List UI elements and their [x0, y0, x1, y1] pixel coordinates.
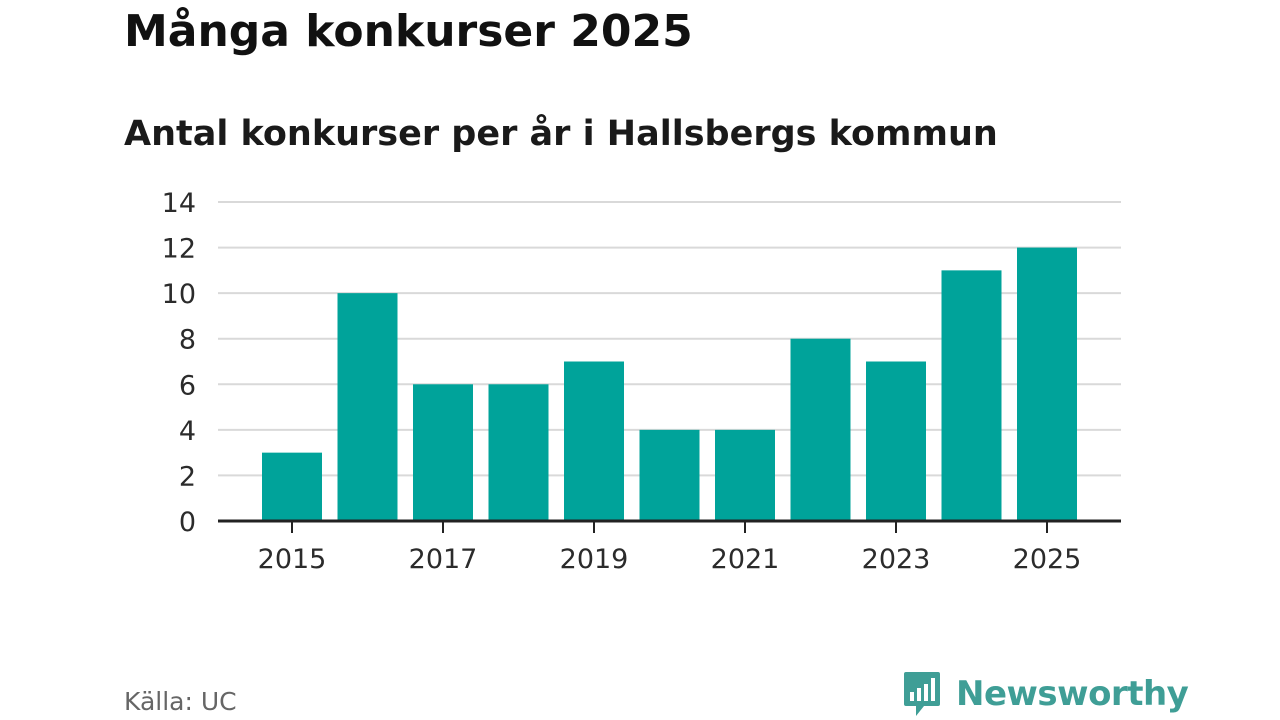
bar-2016 — [337, 293, 398, 521]
y-tick-label: 14 — [162, 188, 196, 219]
x-tick-label: 2025 — [1013, 544, 1082, 575]
y-tick-label: 8 — [179, 325, 196, 356]
bar-2024 — [941, 270, 1002, 521]
bar-2025 — [1017, 247, 1077, 522]
bar-2017 — [413, 384, 473, 521]
source-note: Källa: UC — [124, 687, 237, 716]
y-tick-label: 2 — [179, 461, 196, 492]
bar-2021 — [715, 429, 775, 521]
bar-2022 — [790, 338, 851, 521]
x-tick-label: 2015 — [258, 544, 327, 575]
x-axis-ticks: 2015 2017 2019 2021 2023 2025 — [258, 521, 1082, 575]
x-tick-label: 2017 — [409, 544, 478, 575]
newsworthy-icon — [904, 672, 940, 716]
bar-2015 — [262, 452, 322, 521]
bar-2023 — [866, 361, 926, 521]
bar-2019 — [564, 361, 624, 521]
bars — [262, 247, 1077, 522]
y-tick-label: 6 — [179, 370, 196, 401]
x-tick-label: 2023 — [862, 544, 931, 575]
y-tick-label: 4 — [179, 416, 196, 447]
y-tick-label: 0 — [179, 507, 196, 538]
x-tick-label: 2021 — [711, 544, 780, 575]
chart-subtitle: Antal konkurser per år i Hallsbergs komm… — [124, 114, 998, 154]
chart-title: Många konkurser 2025 — [124, 6, 693, 57]
bar-2020 — [639, 429, 700, 521]
y-tick-label: 12 — [162, 234, 196, 265]
brand-name: Newsworthy — [956, 674, 1189, 714]
y-axis-ticks: 0 2 4 6 8 10 12 14 — [162, 188, 196, 538]
bar-2018 — [488, 384, 549, 521]
x-tick-label: 2019 — [560, 544, 629, 575]
y-tick-label: 10 — [162, 279, 196, 310]
brand-logo: Newsworthy — [902, 670, 1189, 718]
